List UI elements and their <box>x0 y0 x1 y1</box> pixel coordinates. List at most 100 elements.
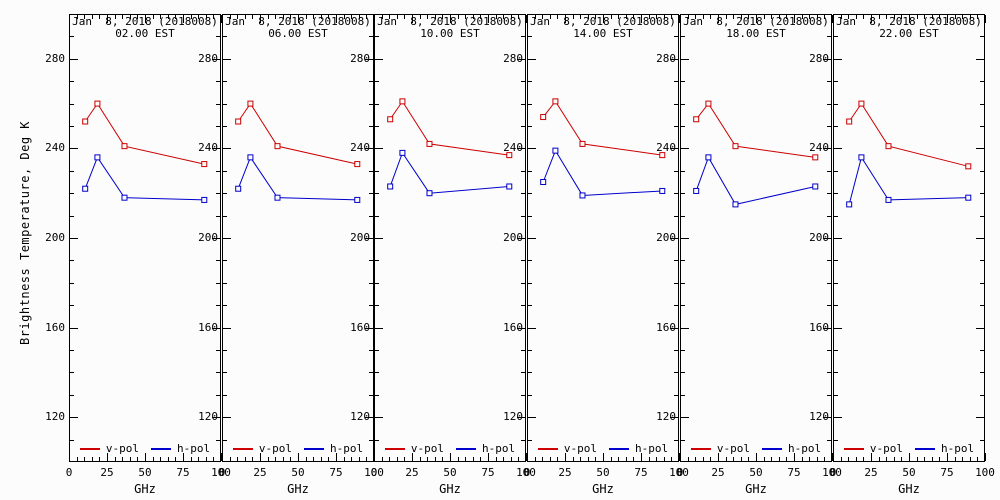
panel-title-date: Jan 8, 2018 (2018008) <box>836 15 982 28</box>
series-line-v-pol <box>84 102 205 165</box>
legend-label-h-pol: h-pol <box>177 442 211 455</box>
legend: v-pol h-pol <box>680 442 832 455</box>
x-tick-label: 100 <box>822 466 842 479</box>
marker-v-pol <box>235 118 242 125</box>
marker-h-pol <box>693 187 700 194</box>
y-tick-label: 240 <box>809 141 829 154</box>
panel-title-date: Jan 8, 2018 (2018008) <box>683 15 829 28</box>
x-tick-label: 25 <box>711 466 725 479</box>
series-line-h-pol <box>695 156 816 205</box>
legend-item-h-pol: h-pol <box>151 442 210 455</box>
marker-h-pol <box>121 194 128 201</box>
legend: v-pol h-pol <box>527 442 679 455</box>
y-tick-label: 200 <box>198 231 218 244</box>
plot-svg <box>222 14 375 462</box>
x-tick-label: 50 <box>443 466 457 479</box>
marker-v-pol <box>274 143 281 150</box>
legend-line-swatch-v-pol <box>79 447 100 450</box>
series-line-h-pol <box>237 156 358 201</box>
marker-v-pol <box>540 114 547 121</box>
plot-svg <box>69 14 222 462</box>
legend-label-v-pol: v-pol <box>563 442 597 455</box>
series-line-v-pol <box>389 100 510 156</box>
marker-v-pol <box>552 98 559 105</box>
panel-title-time: 02.00 EST <box>115 27 175 40</box>
x-tick-label: 100 <box>211 466 231 479</box>
legend-label-v-pol: v-pol <box>258 442 292 455</box>
legend-line-swatch-h-pol <box>609 447 629 450</box>
legend-line-swatch-h-pol <box>762 447 782 450</box>
panel-title-time: 10.00 EST <box>420 27 480 40</box>
y-tick-label: 200 <box>350 231 370 244</box>
marker-h-pol <box>540 179 547 185</box>
legend-line-swatch-h-pol <box>456 447 476 450</box>
series-line-h-pol <box>84 156 205 201</box>
marker-v-pol <box>885 143 892 150</box>
legend-label-h-pol: h-pol <box>788 442 822 455</box>
legend-item-v-pol: v-pol <box>537 442 597 455</box>
legend-label-h-pol: h-pol <box>635 442 669 455</box>
panel-1000: Jan 8, 2018 (2018008) 10.00 EST 120 160 200 2… <box>350 14 536 496</box>
x-tick-label: 100 <box>364 466 384 479</box>
y-tick-label: 120 <box>503 410 523 423</box>
legend-label-h-pol: h-pol <box>941 442 975 455</box>
legend-line-swatch-v-pol <box>690 447 711 450</box>
marker-v-pol <box>812 154 819 161</box>
legend-label-v-pol: v-pol <box>869 442 903 455</box>
y-tick-label: 160 <box>809 321 829 334</box>
plot-svg <box>833 14 986 462</box>
x-tick-label: 100 <box>975 466 995 479</box>
legend-label-v-pol: v-pol <box>716 442 750 455</box>
y-tick-label: 200 <box>503 231 523 244</box>
y-tick-label: 160 <box>503 321 523 334</box>
y-tick-label: 160 <box>45 321 65 334</box>
x-tick-label: 25 <box>864 466 878 479</box>
legend-item-h-pol: h-pol <box>762 442 821 455</box>
marker-v-pol <box>705 100 712 107</box>
series-line-v-pol <box>237 102 358 165</box>
y-tick-label: 120 <box>198 410 218 423</box>
x-tick-label: 75 <box>176 466 190 479</box>
legend-line-swatch-h-pol <box>151 447 171 450</box>
marker-h-pol <box>506 183 513 190</box>
x-tick-label: 75 <box>634 466 648 479</box>
series-line-v-pol <box>695 102 816 158</box>
y-tick-label: 120 <box>45 410 65 423</box>
series-line-v-pol <box>542 100 663 156</box>
x-tick-label: 50 <box>291 466 305 479</box>
marker-h-pol <box>274 194 281 201</box>
series-line-h-pol <box>848 156 969 205</box>
legend-line-swatch-v-pol <box>384 447 405 450</box>
panel-title-date: Jan 8, 2018 (2018008) <box>530 15 676 28</box>
marker-v-pol <box>399 98 406 105</box>
legend-item-v-pol: v-pol <box>843 442 903 455</box>
marker-v-pol <box>579 140 586 147</box>
x-axis-unit-label: GHz <box>592 482 614 496</box>
legend-line-swatch-v-pol <box>537 447 558 450</box>
marker-h-pol <box>399 149 406 156</box>
marker-v-pol <box>387 116 394 123</box>
panel-1800: Jan 8, 2018 (2018008) 18.00 EST 120 160 200 2… <box>656 14 842 496</box>
y-tick-label: 240 <box>656 141 676 154</box>
legend-item-h-pol: h-pol <box>456 442 515 455</box>
marker-h-pol <box>426 190 433 197</box>
legend-item-h-pol: h-pol <box>304 442 363 455</box>
x-tick-label: 25 <box>405 466 419 479</box>
plot-svg <box>527 14 680 462</box>
marker-v-pol <box>846 118 853 125</box>
marker-h-pol <box>387 183 394 190</box>
marker-v-pol <box>121 143 128 150</box>
x-tick-label: 75 <box>481 466 495 479</box>
series-line-v-pol <box>848 102 969 167</box>
legend-line-swatch-h-pol <box>915 447 935 450</box>
marker-h-pol <box>732 201 739 208</box>
marker-v-pol <box>732 143 739 150</box>
y-tick-label: 120 <box>656 410 676 423</box>
marker-h-pol <box>552 147 559 154</box>
x-tick-label: 25 <box>100 466 114 479</box>
marker-v-pol <box>426 140 433 147</box>
legend-label-h-pol: h-pol <box>482 442 516 455</box>
x-tick-label: 0 <box>65 466 73 479</box>
marker-h-pol <box>705 154 712 161</box>
